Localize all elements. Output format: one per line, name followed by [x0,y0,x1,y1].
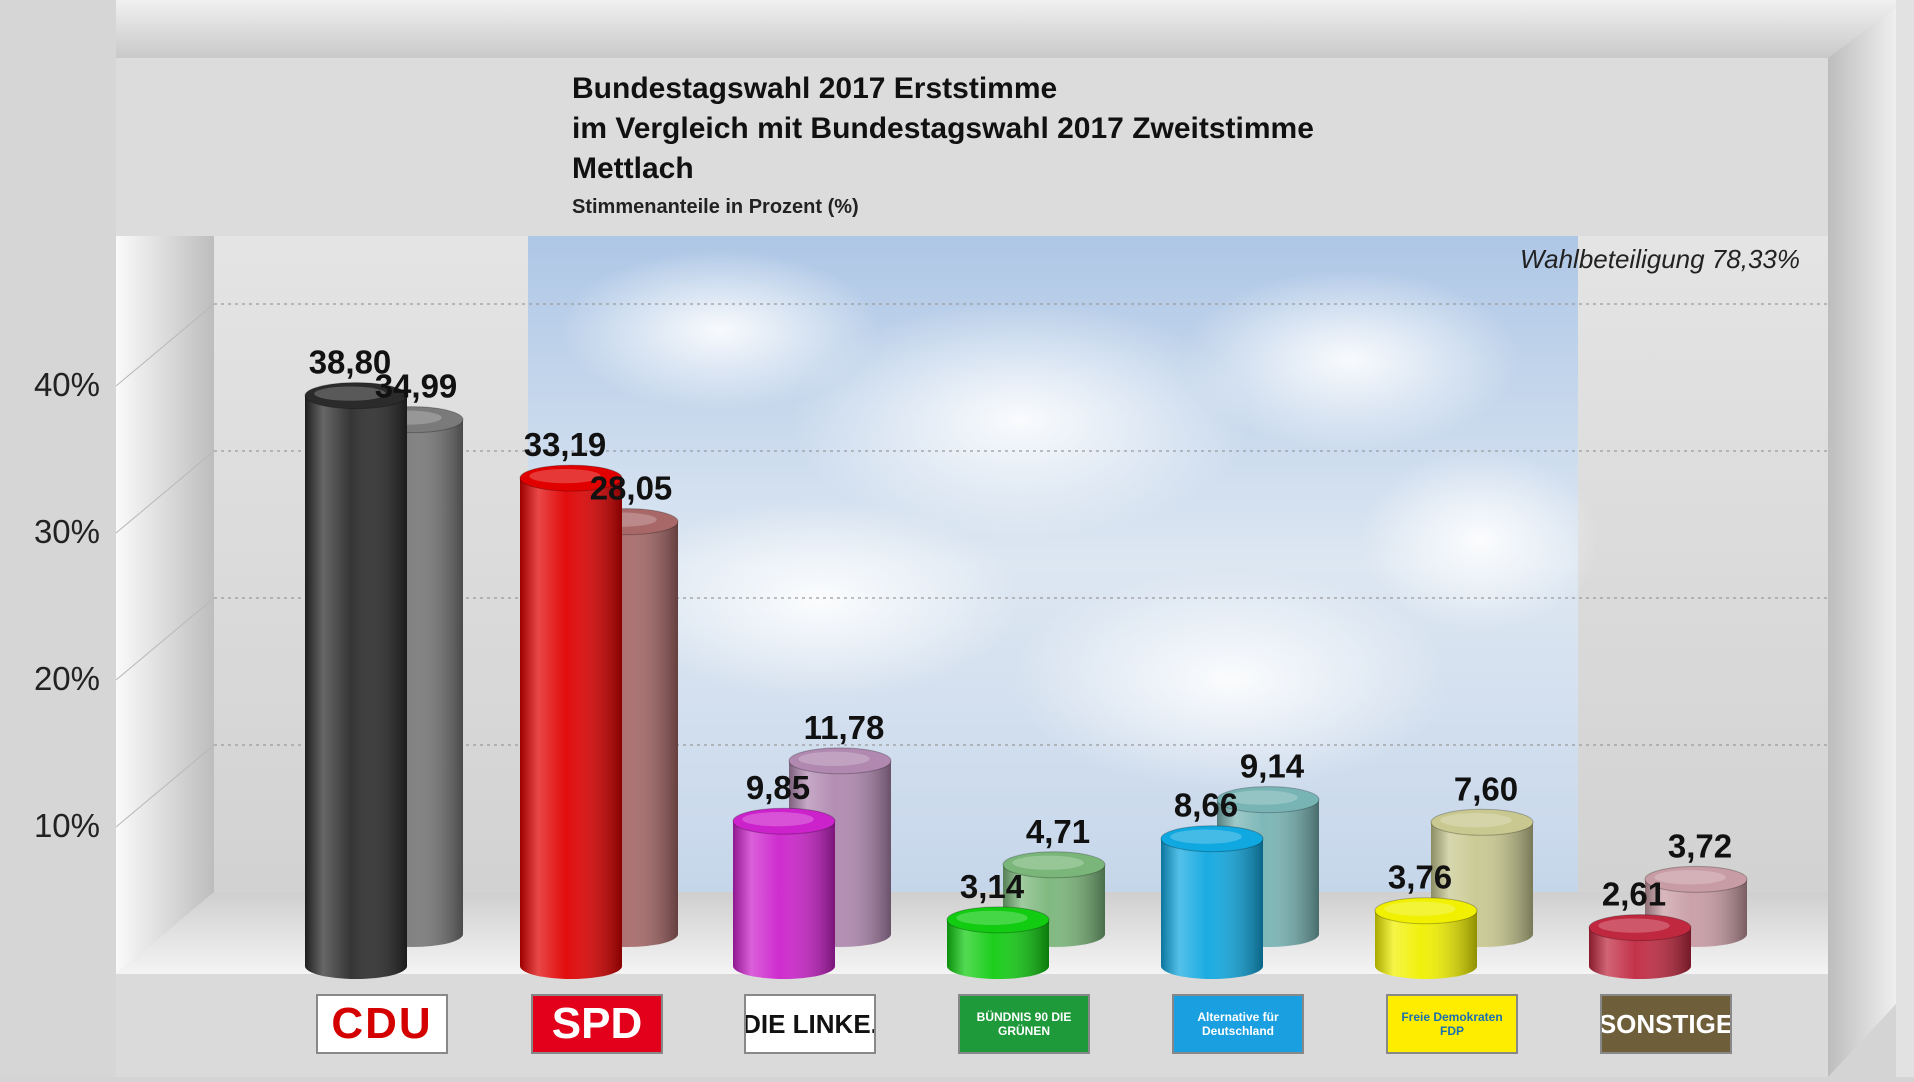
y-tick-label: 10% [34,807,100,844]
logo-text: Alternative für Deutschland [1197,1010,1279,1038]
data-label: 11,78 [804,709,885,746]
bar-cap-highlight [1654,870,1726,885]
data-label: 3,72 [1668,827,1732,864]
bar-cap [1002,851,1106,879]
data-label: 9,14 [1240,748,1305,785]
data-label: 2,61 [1602,876,1666,913]
bar-cap [1216,786,1320,814]
logo-text: DIE LINKE. [744,1008,876,1039]
spd-logo: SPD [531,994,663,1054]
chart-subtitle: Stimmenanteile in Prozent (%) [572,196,859,218]
data-label: 34,99 [375,368,458,405]
fdp-logo: Freie Demokraten FDP [1386,994,1518,1054]
afd-logo: Alternative für Deutschland [1172,994,1304,1054]
sonstige-logo: SONSTIGE [1600,994,1732,1054]
gridline-wall [115,744,215,828]
bar-cap [788,747,892,775]
bar-erststimme-2 [732,807,836,979]
logo-text: SONSTIGE [1600,1008,1732,1039]
gridline-wall [115,450,215,534]
bar-cap-highlight [956,910,1028,925]
bar-shading [733,821,835,979]
bar-cap-highlight [798,751,870,766]
cloud [620,500,1020,700]
gruene-logo: BÜNDNIS 90 DIE GRÜNEN [958,994,1090,1054]
bar-erststimme-4 [1160,825,1264,979]
cloud [560,250,880,410]
left-wall [116,236,214,974]
bar-cap-highlight [314,386,386,401]
cloud [1180,270,1520,450]
bar-shading [305,395,407,979]
logo-text: CDU [331,999,433,1048]
bar-erststimme-0 [304,382,408,979]
data-label: 4,71 [1026,813,1090,850]
bar-shading [1375,910,1477,979]
bar-cap [1430,808,1534,836]
linke-logo: DIE LINKE. [744,994,876,1054]
bar-cap [304,382,408,410]
bar-erststimme-6 [1588,914,1692,979]
bar-cap-highlight [1226,790,1298,805]
bar-cap [732,807,836,835]
gridline-wall [115,597,215,681]
data-label: 9,85 [746,769,810,806]
y-tick-label: 30% [34,513,100,550]
gridline-wall [115,303,215,387]
bar-cap-highlight [1598,918,1670,933]
logo-text: Freie Demokraten FDP [1401,1010,1503,1038]
bar-cap-highlight [529,468,601,484]
gridlines [115,303,1828,828]
bar-cap [1374,897,1478,925]
bar-cap-highlight [742,812,814,827]
y-tick-label: 40% [34,366,100,403]
cdu-logo: CDU [316,994,448,1054]
cloud [1360,450,1600,630]
cloud [790,300,1250,540]
bar-erststimme-1 [519,464,623,979]
bar-cap [1588,914,1692,942]
bar-cap [519,464,623,492]
frame-left-strip [0,0,116,1077]
data-label: 28,05 [590,470,673,507]
bar-cap-highlight [1384,901,1456,916]
data-label: 3,14 [960,868,1025,905]
bar-cap-highlight [1440,813,1512,828]
frame-right-bevel [1828,8,1896,1077]
turnout-label: Wahlbeteiligung 78,33% [1520,244,1800,274]
frame-right-strip [1896,0,1914,1077]
bar-shading [947,919,1049,979]
data-label: 38,80 [309,344,392,381]
bar-shading [1589,927,1691,979]
cloud [1010,570,1450,790]
data-label: 7,60 [1454,770,1518,807]
bar-cap [1644,865,1748,893]
header-band [116,58,1828,236]
bar-erststimme-5 [1374,897,1478,979]
y-axis: 10% 20% 30% 40% [34,366,100,844]
y-tick-label: 20% [34,660,100,697]
logo-text: SPD [551,999,643,1048]
bar-cap-highlight [1170,829,1242,844]
bar-erststimme-3 [946,906,1050,979]
bar-cap-highlight [1012,855,1084,870]
data-label: 3,76 [1388,859,1452,896]
chart-title-line-3: Mettlach [572,152,694,185]
frame-top [95,0,1914,58]
bar-shading [520,478,622,979]
chart-title-line-2: im Vergleich mit Bundestagswahl 2017 Zwe… [572,112,1314,145]
data-label: 8,66 [1174,787,1238,824]
chart-title-line-1: Bundestagswahl 2017 Erststimme [572,72,1058,105]
data-label: 33,19 [524,426,607,463]
logo-text: BÜNDNIS 90 DIE GRÜNEN [976,1010,1072,1038]
bar-cap [946,906,1050,934]
bar-cap [1160,825,1264,853]
bars [304,382,1748,979]
bar-shading [1161,838,1263,979]
